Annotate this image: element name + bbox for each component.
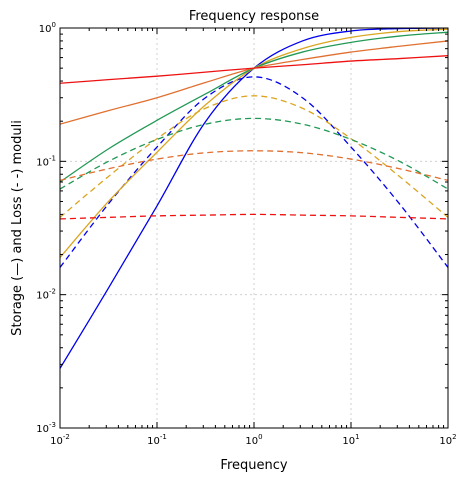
x-axis-label: Frequency	[220, 458, 287, 473]
loss-modulus-line-3	[60, 95, 448, 218]
y-tick-label: 10-3	[36, 421, 56, 435]
loss-modulus-line-1	[60, 76, 448, 268]
loss-modulus-line-5	[60, 117, 448, 190]
x-tick-label: 10-2	[50, 433, 70, 447]
y-tick-label: 100	[39, 21, 56, 35]
x-tick-label: 100	[245, 433, 262, 447]
grid	[59, 27, 449, 429]
loss-modulus-line-7	[60, 150, 448, 181]
storage-modulus-line-8	[60, 55, 448, 84]
y-axis-label: Storage (—) and Loss (- -) moduli	[10, 120, 25, 336]
x-tick-label: 10-1	[147, 433, 167, 447]
x-tick-label: 102	[439, 433, 456, 447]
y-tick-label: 10-1	[36, 154, 56, 168]
chart-title: Frequency response	[189, 9, 319, 24]
series-layer	[60, 28, 448, 369]
x-tick-label: 101	[342, 433, 359, 447]
loss-modulus-line-9	[60, 213, 448, 220]
storage-modulus-line-0	[60, 28, 448, 369]
y-tick-label: 10-2	[36, 288, 56, 302]
